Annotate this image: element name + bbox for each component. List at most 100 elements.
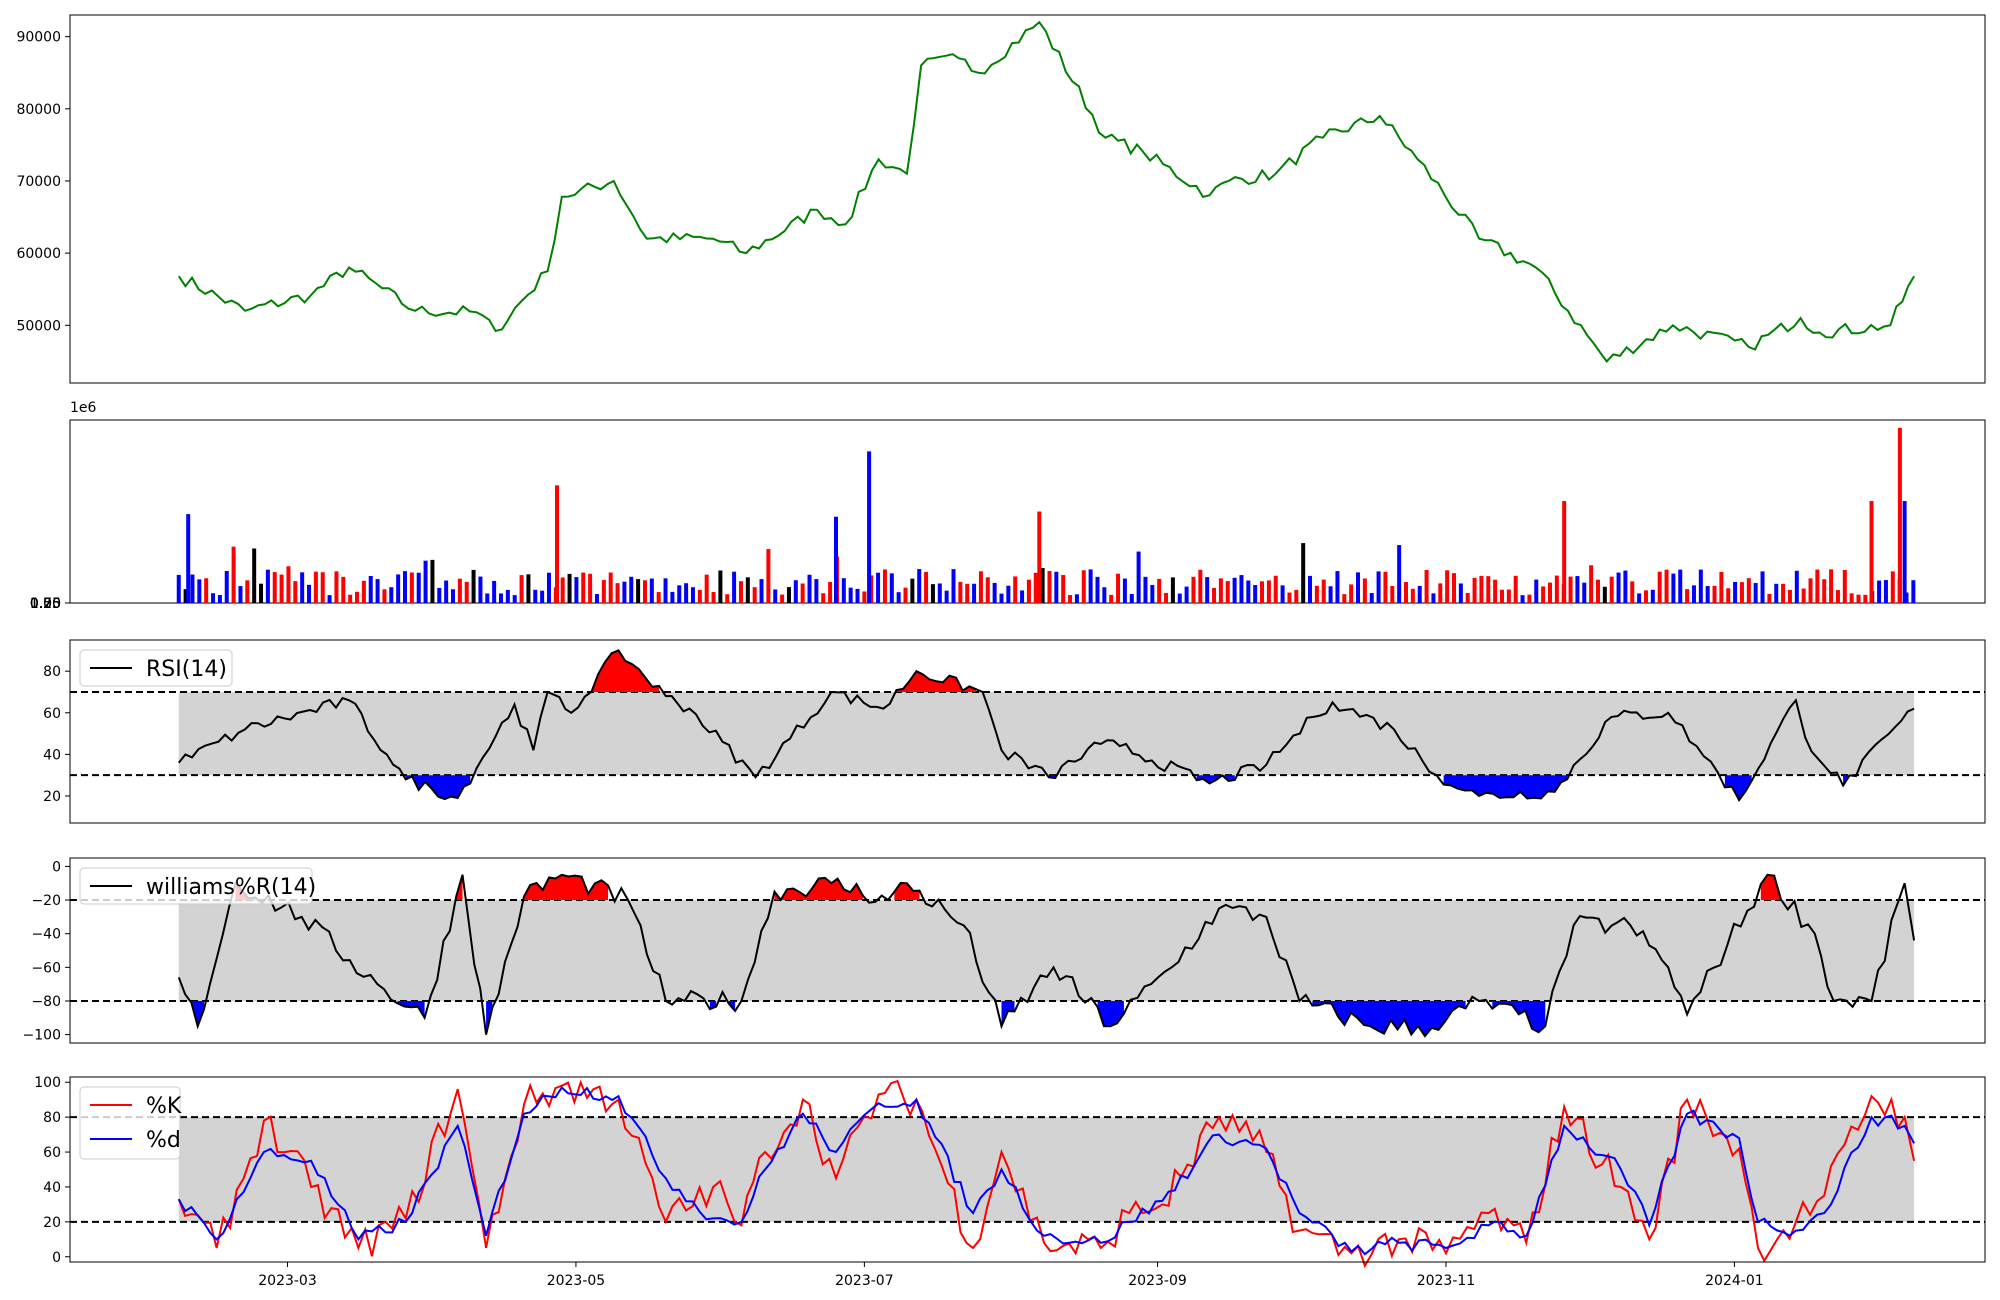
price-axes-frame: [69, 14, 1986, 384]
stoch-band: [178, 1117, 1915, 1222]
price-ytick-label: 60000: [16, 246, 61, 262]
volume-bar: [1493, 579, 1498, 603]
volume-bar: [1890, 571, 1895, 603]
volume-bar: [601, 580, 606, 603]
volume-bar: [876, 572, 881, 603]
volume-bar: [684, 583, 689, 603]
rsi-ytick-label: 80: [43, 664, 61, 680]
stoch-ytick-label: 60: [43, 1145, 61, 1161]
volume-bar: [224, 570, 229, 603]
price-ytick-label: 50000: [16, 318, 61, 334]
volume-bar: [972, 583, 977, 603]
volume-bar: [1390, 585, 1395, 603]
volume-bar: [1150, 584, 1155, 603]
volume-bar: [293, 581, 298, 603]
stoch-ytick-label: 100: [34, 1075, 61, 1091]
x-tick-label: 2023-05: [547, 1273, 606, 1289]
volume-bar: [252, 548, 257, 603]
volume-bar: [300, 572, 305, 603]
rsi-overbought-fill: [591, 650, 659, 692]
volume-bar: [732, 571, 737, 603]
volume-bar: [773, 589, 778, 603]
volume-bar: [951, 569, 956, 603]
volume-bar: [1026, 579, 1031, 603]
volume-bar: [1037, 511, 1042, 603]
volume-bar: [444, 580, 449, 603]
price-ytick-label: 80000: [16, 102, 61, 118]
stoch-ytick-label: 40: [43, 1180, 61, 1196]
volume-bar: [985, 577, 990, 603]
volume-bar: [430, 559, 435, 603]
volume-bar: [608, 572, 613, 603]
volume-bar: [862, 591, 867, 603]
williams-oversold-fill: [1001, 1001, 1015, 1027]
volume-bar: [924, 571, 929, 603]
rsi-ytick-label: 20: [43, 789, 61, 805]
volume-bar: [930, 584, 935, 603]
volume-bar: [1794, 570, 1799, 603]
volume-bar: [1362, 578, 1367, 603]
volume-bar: [1157, 578, 1162, 603]
volume-bar: [1877, 580, 1882, 603]
volume-bar: [1726, 588, 1731, 603]
volume-bar: [355, 591, 360, 603]
volume-bar: [1630, 581, 1635, 603]
volume-bar: [1781, 583, 1786, 603]
volume-bar: [786, 587, 791, 603]
williams-ytick-label: 0: [52, 859, 61, 875]
volume-bar: [1643, 590, 1648, 603]
volume-bar: [1911, 580, 1916, 603]
volume-bar: [855, 588, 860, 603]
rsi-axes-frame: [69, 639, 1986, 824]
volume-bar: [361, 580, 366, 603]
volume-bar: [348, 594, 353, 603]
volume-bar: [1698, 569, 1703, 603]
williams-ytick-label: −20: [31, 893, 61, 909]
volume-bar: [1554, 575, 1559, 603]
volume-bar: [896, 592, 901, 603]
volume-bar: [718, 570, 723, 603]
volume-bar: [307, 584, 312, 603]
volume-bar: [1143, 576, 1148, 603]
volume-bar: [1835, 590, 1840, 603]
volume-bar: [1602, 586, 1607, 603]
volume-bar: [1465, 592, 1470, 603]
volume-bar: [1410, 588, 1415, 603]
volume-bar: [341, 576, 346, 603]
volume-bar: [540, 590, 545, 603]
volume-bar: [183, 589, 188, 603]
volume-bar: [663, 578, 668, 603]
volume-bar: [814, 579, 819, 603]
volume-bar: [1808, 578, 1813, 603]
volume-bar: [186, 514, 191, 603]
volume-bar: [1746, 578, 1751, 603]
volume-bar: [780, 594, 785, 603]
volume-bar: [1006, 585, 1011, 603]
volume-bar: [1266, 580, 1271, 603]
volume-bar: [1040, 568, 1045, 603]
volume-bar: [416, 572, 421, 603]
volume-bar: [629, 576, 634, 603]
volume-bar: [265, 569, 270, 603]
volume-bar: [725, 594, 730, 603]
volume-bar: [841, 578, 846, 603]
williams-band: [178, 900, 1915, 1001]
volume-bar: [1568, 576, 1573, 603]
x-tick-label: 2023-09: [1128, 1273, 1187, 1289]
volume-bar: [1678, 569, 1683, 603]
volume-bar: [1170, 577, 1175, 603]
volume-bar: [1445, 570, 1450, 603]
volume-bar: [1637, 593, 1642, 603]
volume-bar: [389, 587, 394, 603]
volume-bar: [1020, 590, 1025, 603]
volume-bar: [1129, 593, 1134, 603]
volume-bar: [1897, 427, 1902, 603]
williams-axes-frame: [69, 857, 1986, 1044]
volume-bar: [1314, 585, 1319, 603]
volume-bar: [485, 593, 490, 603]
volume-bar: [958, 581, 963, 603]
volume-bar: [642, 580, 647, 603]
volume-bar: [190, 574, 195, 603]
volume-bar: [217, 594, 222, 603]
